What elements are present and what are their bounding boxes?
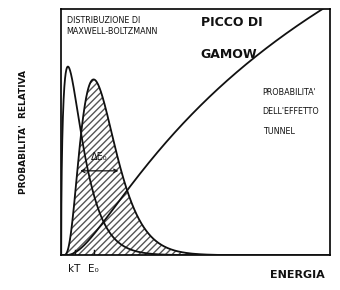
Text: E₀: E₀ [88,264,99,274]
Text: ENERGIA: ENERGIA [270,270,324,280]
Text: PICCO DI: PICCO DI [201,16,262,29]
Text: DELL'EFFETTO: DELL'EFFETTO [263,107,319,116]
Text: ΔE₀: ΔE₀ [91,152,108,162]
Text: PROBABILITA'  RELATIVA: PROBABILITA' RELATIVA [19,70,28,194]
Text: kT: kT [68,264,81,274]
Text: PROBABILITA': PROBABILITA' [263,88,317,97]
Text: TUNNEL: TUNNEL [263,127,294,136]
Text: DISTRIBUZIONE DI
MAXWELL-BOLTZMANN: DISTRIBUZIONE DI MAXWELL-BOLTZMANN [67,16,158,36]
Text: GAMOW: GAMOW [201,48,257,61]
